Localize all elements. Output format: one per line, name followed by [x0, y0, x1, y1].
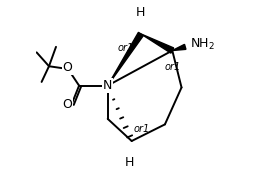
Text: O: O: [62, 61, 72, 74]
Text: N: N: [103, 79, 112, 92]
Polygon shape: [141, 34, 174, 53]
Text: O: O: [63, 99, 72, 111]
Text: H: H: [136, 6, 146, 19]
Text: or1: or1: [117, 43, 134, 53]
Text: or1: or1: [165, 62, 181, 72]
Text: NH$_2$: NH$_2$: [190, 36, 215, 52]
Text: H: H: [125, 156, 135, 169]
Polygon shape: [108, 32, 143, 86]
Text: or1: or1: [134, 124, 150, 134]
Polygon shape: [172, 44, 186, 51]
